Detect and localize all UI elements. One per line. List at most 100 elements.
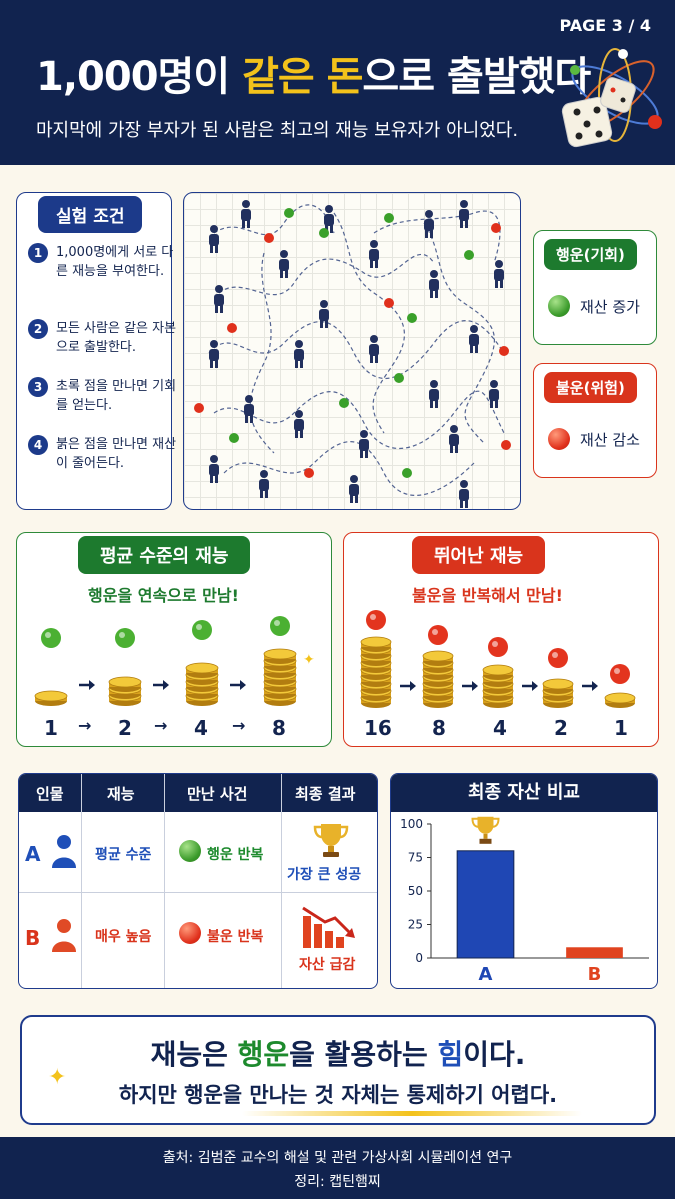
condition-item: 3 초록 점을 만나면 기회를 얻는다. — [28, 377, 178, 415]
person-icon — [209, 225, 219, 253]
condition-text: 1,000명에게 서로 다른 재능을 부여한다. — [56, 245, 174, 279]
y-tick-label: 100 — [400, 817, 423, 831]
condition-number: 3 — [28, 377, 48, 397]
arrow-icon — [79, 680, 95, 690]
person-icon — [214, 285, 224, 313]
title-part: 으로 출발했다 — [362, 54, 591, 100]
person-icon — [429, 380, 439, 408]
coin-stack — [422, 650, 454, 708]
declining-chart-icon — [302, 906, 355, 948]
arrow-icon — [400, 681, 416, 691]
result-decline: 자산 급감 — [299, 957, 356, 973]
average-talent-title: 평균 수준의 재능 — [78, 536, 251, 574]
conclusion-luck-word: 행운 — [237, 1038, 290, 1071]
conclusion-text: 이다. — [463, 1038, 526, 1071]
green-dot-icon — [319, 228, 329, 238]
coin-stack — [542, 678, 574, 708]
table-header-cell: 최종 결과 — [295, 785, 356, 803]
talent-value: 4 — [493, 716, 507, 740]
person-icon — [349, 475, 359, 503]
person-icon — [359, 430, 369, 458]
bar-b — [566, 947, 623, 958]
coin-stack — [604, 692, 636, 708]
trophy-icon — [471, 816, 500, 844]
table-header-cell: 재능 — [107, 785, 135, 803]
red-dot-icon — [548, 648, 568, 668]
person-icon — [294, 340, 304, 368]
condition-number: 2 — [28, 319, 48, 339]
green-dot-icon — [284, 208, 294, 218]
conclusion-line1: 재능은 행운을 활용하는 힘이다. — [22, 1033, 654, 1073]
arrow-icon — [462, 681, 478, 691]
green-dot-icon — [179, 840, 201, 862]
footer-source: 출처: 김범준 교수의 해설 및 관련 가상사회 시뮬레이션 연구 — [162, 1150, 513, 1166]
average-value: 4 — [194, 716, 208, 740]
average-value: 1 — [44, 716, 58, 740]
table-divider — [19, 892, 377, 893]
arrow-icon — [522, 681, 538, 691]
condition-item: 2 모든 사람은 같은 자본으로 출발한다. — [28, 319, 178, 357]
x-tick-label: A — [479, 964, 493, 985]
arrow: → — [78, 716, 92, 735]
red-dot-icon — [194, 403, 204, 413]
high-talent-subtitle: 불운을 반복해서 만남! — [412, 586, 563, 605]
condition-number: 1 — [28, 243, 48, 263]
green-dot-icon — [402, 468, 412, 478]
green-dot-icon — [270, 616, 290, 636]
condition-number: 4 — [28, 435, 48, 455]
result-success: 가장 큰 성공 — [287, 867, 362, 883]
unluck-legend: 불운(위험) 재산 감소 — [533, 363, 657, 478]
green-dot-icon — [192, 620, 212, 640]
event-unluck: 불운 반복 — [207, 929, 264, 945]
person-icon — [489, 380, 499, 408]
green-dot-icon — [548, 295, 570, 317]
person-b-icon — [52, 919, 76, 952]
talent-value: 8 — [432, 716, 446, 740]
person-icon — [279, 250, 289, 278]
talent-value: 1 — [614, 716, 628, 740]
green-dot-icon — [464, 250, 474, 260]
red-dot-icon — [548, 428, 570, 450]
talent-high: 매우 높음 — [95, 929, 152, 945]
red-dot-icon — [428, 625, 448, 645]
condition-text: 모든 사람은 같은 자본으로 출발한다. — [56, 321, 177, 355]
simulation-map — [183, 192, 521, 510]
average-value: 2 — [118, 716, 132, 740]
person-icon — [429, 270, 439, 298]
bar-chart: 0 25 50 75 100 A B — [400, 816, 649, 985]
red-dot-icon — [499, 346, 509, 356]
person-icon — [369, 335, 379, 363]
y-tick-label: 75 — [408, 851, 423, 865]
high-talent-title: 뛰어난 재능 — [412, 536, 546, 574]
x-tick-label: B — [588, 964, 602, 985]
table-header-cell: 만난 사건 — [187, 785, 248, 803]
condition-item: 4 붉은 점을 만나면 재산이 줄어든다. — [28, 435, 178, 473]
green-dot-icon — [394, 373, 404, 383]
person-icon — [294, 410, 304, 438]
title-part: 1,000명이 — [36, 54, 243, 100]
table-divider — [164, 774, 165, 988]
condition-item: 1 1,000명에게 서로 다른 재능을 부여한다. — [28, 243, 178, 281]
red-dot-icon — [501, 440, 511, 450]
green-dot-icon — [407, 313, 417, 323]
person-a-icon — [52, 835, 76, 868]
red-dot-icon — [304, 468, 314, 478]
green-dot-icon — [339, 398, 349, 408]
conclusion-power-word: 힘 — [437, 1038, 464, 1071]
person-icon — [469, 325, 479, 353]
conclusion-line2: 하지만 행운을 만나는 것 자체는 통제하기 어렵다. — [118, 1083, 558, 1107]
red-dot-icon — [366, 610, 386, 630]
arrow-icon — [230, 680, 246, 690]
coin-stack — [34, 690, 68, 706]
page-subtitle: 마지막에 가장 부자가 된 사람은 최고의 재능 보유자가 아니었다. — [36, 120, 519, 141]
person-icon — [494, 260, 504, 288]
condition-text: 붉은 점을 만나면 재산이 줄어든다. — [56, 437, 177, 471]
arrow-icon — [153, 680, 169, 690]
highlight-underline — [242, 1111, 582, 1116]
person-a-label: A — [25, 842, 41, 866]
arrow: → — [232, 716, 246, 735]
title-highlight-same: 같은 — [242, 54, 315, 100]
green-dot-icon — [229, 433, 239, 443]
person-icon — [319, 300, 329, 328]
person-icon — [459, 200, 469, 228]
